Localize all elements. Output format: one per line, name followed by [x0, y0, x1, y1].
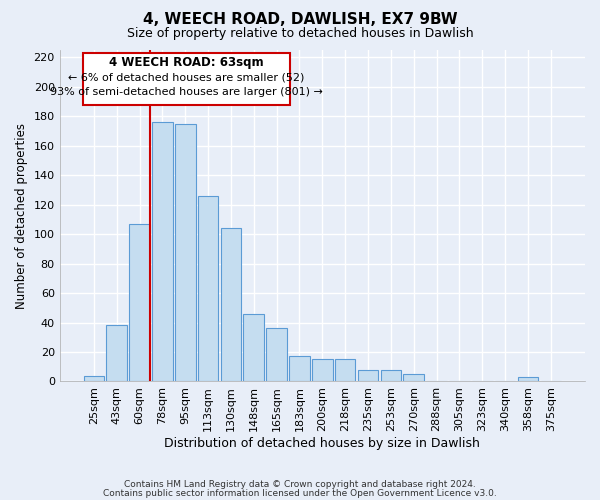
- Text: 93% of semi-detached houses are larger (801) →: 93% of semi-detached houses are larger (…: [50, 87, 323, 97]
- Bar: [152, 122, 173, 382]
- Bar: [221, 228, 241, 382]
- Text: Contains HM Land Registry data © Crown copyright and database right 2024.: Contains HM Land Registry data © Crown c…: [124, 480, 476, 489]
- FancyBboxPatch shape: [83, 53, 290, 104]
- Bar: [335, 360, 355, 382]
- Bar: [289, 356, 310, 382]
- X-axis label: Distribution of detached houses by size in Dawlish: Distribution of detached houses by size …: [164, 437, 480, 450]
- Text: ← 6% of detached houses are smaller (52): ← 6% of detached houses are smaller (52): [68, 72, 305, 82]
- Y-axis label: Number of detached properties: Number of detached properties: [15, 122, 28, 308]
- Text: 4 WEECH ROAD: 63sqm: 4 WEECH ROAD: 63sqm: [109, 56, 264, 69]
- Text: Size of property relative to detached houses in Dawlish: Size of property relative to detached ho…: [127, 28, 473, 40]
- Text: 4, WEECH ROAD, DAWLISH, EX7 9BW: 4, WEECH ROAD, DAWLISH, EX7 9BW: [143, 12, 457, 28]
- Bar: [83, 376, 104, 382]
- Bar: [266, 328, 287, 382]
- Bar: [380, 370, 401, 382]
- Bar: [403, 374, 424, 382]
- Bar: [518, 377, 538, 382]
- Bar: [129, 224, 150, 382]
- Bar: [106, 326, 127, 382]
- Text: Contains public sector information licensed under the Open Government Licence v3: Contains public sector information licen…: [103, 488, 497, 498]
- Bar: [312, 360, 332, 382]
- Bar: [175, 124, 196, 382]
- Bar: [244, 314, 264, 382]
- Bar: [358, 370, 379, 382]
- Bar: [198, 196, 218, 382]
